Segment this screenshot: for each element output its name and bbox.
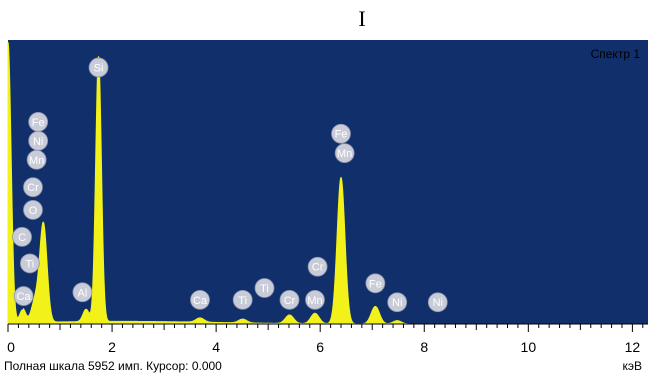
element-marker-al: Al [72, 282, 93, 303]
element-marker-ti: Ti [232, 289, 253, 310]
element-marker-circle [334, 143, 355, 164]
element-marker-label: Ni [392, 297, 402, 309]
element-marker-circle [88, 57, 109, 78]
element-marker-label: Ca [17, 291, 32, 303]
element-marker-label: Fe [32, 117, 45, 129]
element-marker-label: Cr [27, 182, 39, 194]
x-tick-label: 10 [521, 339, 537, 355]
element-marker-ni: Ni [28, 130, 49, 151]
element-marker-circle [23, 177, 43, 198]
plot-background [8, 40, 648, 324]
element-marker-ca: Ca [13, 286, 34, 306]
element-marker-fe: Fe [28, 111, 49, 132]
element-marker-circle [26, 149, 47, 170]
element-marker-label: Si [94, 62, 104, 74]
element-marker-mn: Mn [26, 149, 47, 170]
element-marker-label: O [29, 205, 38, 217]
element-marker-fe: Fe [365, 273, 386, 294]
x-tick-label: 4 [212, 339, 220, 355]
element-marker-circle [387, 292, 408, 313]
element-marker-label: Cr [284, 295, 296, 307]
element-marker-circle [19, 253, 40, 274]
element-marker-cr: Cr [279, 289, 300, 310]
x-tick-label: 2 [108, 339, 116, 355]
element-marker-circle [365, 273, 386, 294]
element-marker-circle [331, 123, 351, 144]
element-marker-label: Ti [238, 295, 247, 307]
element-marker-circle [305, 289, 325, 310]
element-marker-ca: Ca [190, 289, 210, 310]
marker-layer: Si Fe Ni Mn Cr O C Ti Ca Al Ca Ti Ti Cr Cr Mn Fe Mn Fe Ni Ni [12, 57, 448, 313]
element-marker-mn: Mn [305, 289, 325, 310]
element-marker-c: C [12, 227, 32, 247]
element-marker-label: Ni [33, 136, 43, 148]
x-tick-label: 8 [420, 339, 428, 355]
element-marker-circle [23, 200, 43, 220]
x-tick-label: 6 [316, 339, 324, 355]
element-marker-label: Ca [193, 295, 208, 307]
panel-label: I [358, 6, 366, 31]
element-marker-label: Mn [29, 155, 44, 167]
x-tick-label: 12 [625, 339, 641, 355]
element-marker-circle [72, 282, 93, 303]
element-marker-ni: Ni [387, 292, 408, 313]
element-marker-circle [254, 278, 275, 298]
element-marker-label: Mn [307, 295, 322, 307]
element-marker-ti: Ti [254, 278, 275, 298]
element-marker-circle [279, 289, 300, 310]
element-marker-label: C [18, 232, 26, 244]
element-marker-fe: Fe [331, 123, 351, 144]
element-marker-cr: Cr [23, 177, 43, 198]
element-marker-ti: Ti [19, 253, 40, 274]
element-marker-o: O [23, 200, 43, 220]
element-marker-label: Fe [335, 129, 348, 141]
full-scale-readout: Полная шкала 5952 имп. Курсор: 0.000 [4, 359, 222, 373]
element-marker-label: Cr [312, 262, 324, 274]
element-marker-si: Si [88, 57, 109, 78]
x-tick-label: 0 [7, 339, 15, 355]
x-axis-ticks: 0 2 4 6 8 10 12 [7, 324, 644, 355]
element-marker-label: Ti [260, 283, 269, 295]
element-marker-cr: Cr [307, 256, 328, 277]
element-marker-circle [307, 256, 328, 277]
element-marker-circle [12, 227, 32, 247]
element-marker-circle [13, 286, 34, 306]
spectrum-title: Спектр 1 [591, 47, 641, 61]
x-axis-unit: кэВ [622, 359, 642, 373]
element-marker-circle [232, 289, 253, 310]
element-marker-label: Ti [25, 258, 34, 270]
element-marker-circle [190, 289, 210, 310]
element-marker-label: Al [78, 287, 88, 299]
element-marker-label: Mn [337, 148, 352, 160]
element-marker-ni: Ni [427, 292, 448, 313]
element-marker-circle [427, 292, 448, 313]
element-marker-label: Ni [433, 297, 443, 309]
element-marker-mn: Mn [334, 143, 355, 164]
element-marker-label: Fe [369, 278, 382, 290]
